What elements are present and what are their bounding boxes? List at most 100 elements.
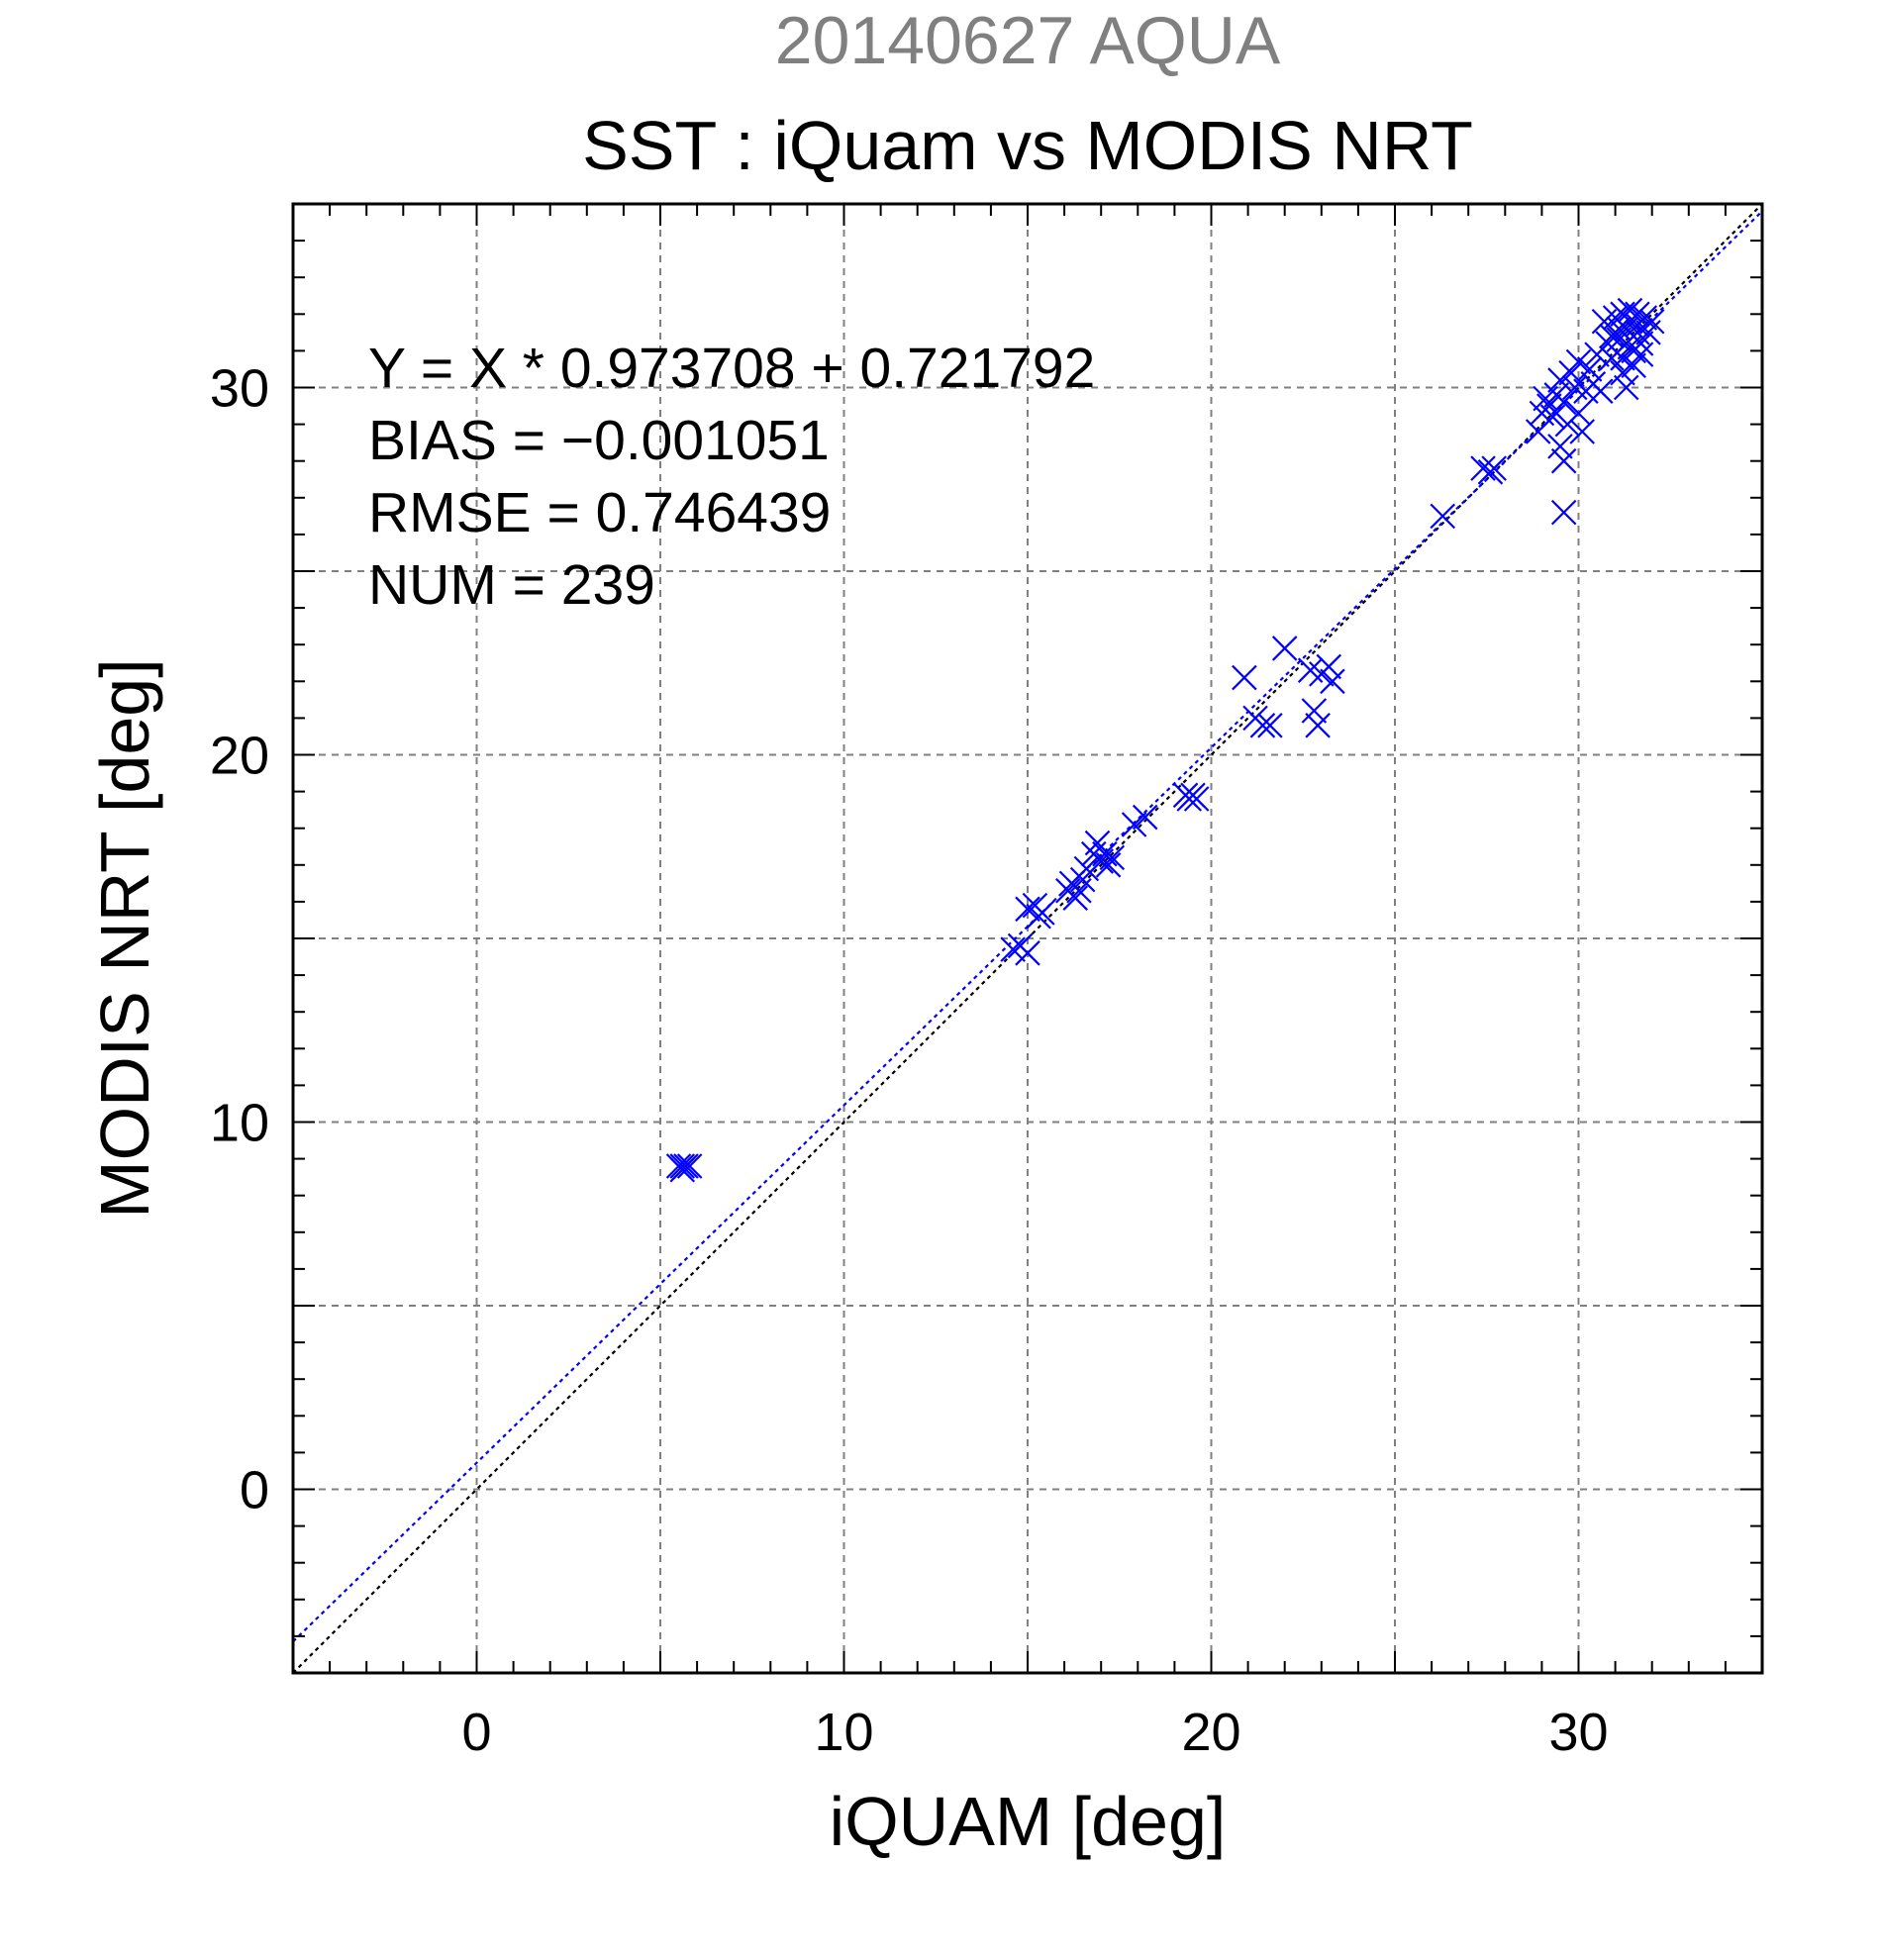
data-point-stroke [669,1153,696,1179]
data-point-stroke [1099,844,1126,871]
data-point [1621,352,1646,379]
data-point [676,1153,703,1179]
data-point [1320,668,1345,695]
data-point [1099,844,1126,871]
data-point-stroke [1232,664,1257,691]
data-point [1550,447,1577,474]
data-point [1576,356,1603,382]
y-tick-label: 30 [210,359,269,419]
data-point-stroke [1621,338,1646,364]
data-point-stroke [1320,668,1345,695]
data-point [1015,896,1040,923]
chart-title: SST : iQuam vs MODIS NRT [582,107,1473,184]
data-point-stroke [1183,786,1210,812]
data-point-stroke [1625,301,1650,328]
data-point [1625,320,1650,345]
data-point-stroke [1015,896,1040,923]
data-point-stroke [676,1153,703,1179]
data-point [1565,400,1592,427]
data-point-stroke [1550,447,1577,474]
data-point [1183,786,1210,812]
data-point-stroke [1271,636,1298,661]
data-point-stroke [1558,359,1584,386]
data-point-stroke [1562,374,1588,401]
plot-frame [291,202,1764,1675]
data-point-stroke [1536,393,1562,419]
data-point [669,1156,696,1183]
data-point [1638,308,1665,335]
data-point-stroke [669,1156,696,1183]
data-point-stroke [1569,419,1595,444]
regression-equation: Y = X * 0.973708 + 0.721792 [368,337,1096,400]
x-tick-label: 30 [1548,1703,1608,1762]
rmse-value: RMSE = 0.746439 [368,481,832,544]
data-point-stroke [1092,840,1118,867]
data-point [1249,713,1276,738]
data-point [1271,636,1298,661]
data-point [1132,804,1158,831]
data-point-stroke [1121,812,1147,837]
x-tick-label: 10 [814,1703,873,1762]
data-point [1000,936,1026,962]
data-point-stroke [1015,940,1040,966]
data-point [1430,503,1456,530]
data-point [1617,297,1643,324]
data-point-stroke [1547,434,1573,459]
data-point [1030,900,1055,926]
data-point [1470,455,1496,481]
data-point-stroke [1632,305,1658,331]
data-point-stroke [1095,852,1122,878]
data-point-stroke [1000,936,1026,962]
data-point-stroke [1301,698,1328,724]
data-point [1316,653,1341,680]
data-point [1550,389,1577,416]
data-point [1062,885,1089,911]
data-point [1613,374,1639,401]
data-point [1632,305,1658,331]
data-point-stroke [1617,297,1643,324]
data-point-stroke [1539,404,1566,430]
data-point [1550,499,1577,526]
data-point-stroke [1550,499,1577,526]
data-point-stroke [1481,455,1507,481]
data-point [1625,301,1650,328]
stats-box: Y = X * 0.973708 + 0.721792 BIAS = −0.00… [368,333,1095,622]
y-axis-label: MODIS NRT [deg] [86,658,163,1219]
data-point [1539,404,1566,430]
data-point [1301,698,1328,724]
data-point [1121,812,1147,837]
data-point [1587,378,1614,404]
data-point-stroke [1599,323,1625,349]
y-tick-label: 20 [210,727,269,786]
data-point-stroke [1132,804,1158,831]
chart-suptitle: 20140627 AQUA [774,3,1281,78]
data-point-stroke [1030,900,1055,926]
data-point-stroke [1628,342,1654,367]
x-tick-label: 20 [1181,1703,1240,1762]
data-point [1628,342,1654,367]
tick-labels: 0 10 20 30 0 10 20 30 [210,359,1609,1763]
num-value: NUM = 239 [368,553,655,617]
data-point-stroke [1073,855,1100,882]
data-point [1305,713,1331,738]
x-tick-label: 0 [461,1703,491,1762]
data-point [1257,713,1283,738]
data-point [1599,323,1625,349]
scatter-points [665,297,1665,1183]
data-point [1569,419,1595,444]
data-point [669,1153,696,1179]
data-point [1547,434,1573,459]
data-point-stroke [1297,657,1324,683]
data-point-stroke [1316,653,1341,680]
data-point-stroke [1430,503,1456,530]
data-point [1565,348,1592,375]
bias-value: BIAS = −0.001051 [368,409,830,472]
data-point-stroke [1062,885,1089,911]
data-point [1232,664,1257,691]
data-point [1095,852,1122,878]
data-point-stroke [1625,320,1650,345]
data-point-stroke [1249,713,1276,738]
grid-lines [293,204,1762,1673]
data-point-stroke [1565,348,1592,375]
